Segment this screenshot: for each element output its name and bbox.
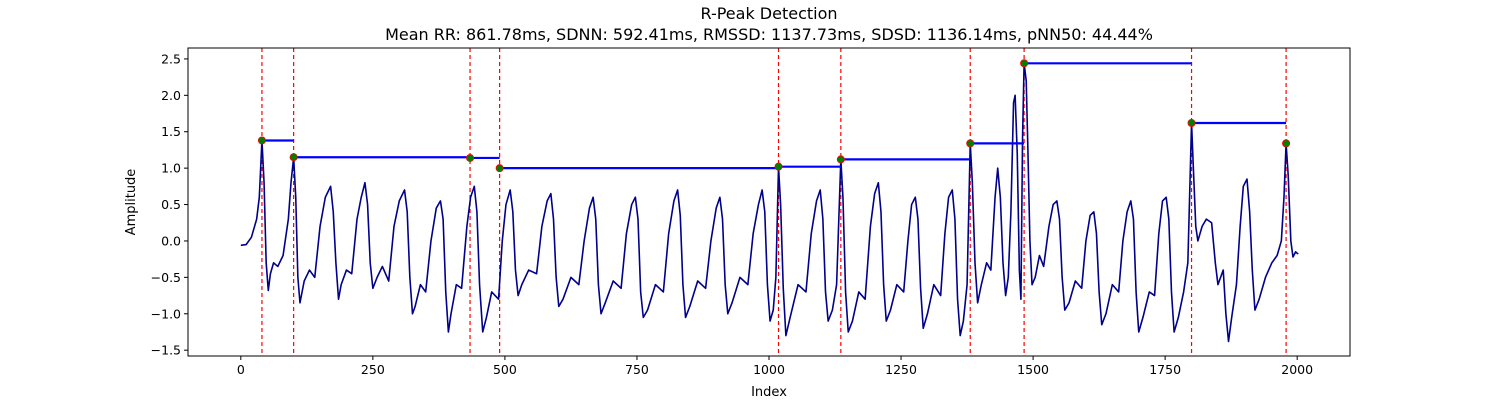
chart-subtitle: Mean RR: 861.78ms, SDNN: 592.41ms, RMSSD… <box>385 25 1153 44</box>
y-tick-label-1: −1.0 <box>151 306 181 321</box>
peak-lines <box>261 48 1287 356</box>
peak-marker-8 <box>1187 118 1196 127</box>
y-tick-label-4: 0.5 <box>161 197 181 212</box>
signal-line-0 <box>240 62 1299 343</box>
peak-marker-1 <box>289 153 298 162</box>
plot-area <box>240 48 1299 356</box>
x-tick-label-2: 500 <box>493 362 517 377</box>
peak-marker-4 <box>774 162 783 171</box>
peak-marker-3 <box>495 164 504 173</box>
y-tick-label-0: −1.5 <box>151 343 181 358</box>
x-tick-label-4: 1000 <box>753 362 785 377</box>
chart-title: R-Peak Detection <box>700 4 837 23</box>
x-tick-label-1: 250 <box>361 362 385 377</box>
peak-marker-9 <box>1282 139 1291 148</box>
y-tick-label-7: 2.0 <box>161 88 181 103</box>
peak-marker-6 <box>966 139 975 148</box>
x-tick-label-6: 1500 <box>1017 362 1049 377</box>
x-tick-label-8: 2000 <box>1281 362 1313 377</box>
x-tick-label-5: 1250 <box>885 362 917 377</box>
x-tick-label-3: 750 <box>625 362 649 377</box>
peak-marker-0 <box>257 136 266 145</box>
signal-group <box>240 62 1299 343</box>
rr-segments <box>261 62 1287 170</box>
y-axis-ticks: −1.5 −1.0 −0.5 0.0 0.5 1.0 1.5 2.0 2.5 <box>151 51 188 358</box>
peak-marker-7 <box>1020 59 1029 68</box>
y-tick-label-8: 2.5 <box>161 51 181 66</box>
y-tick-label-3: 0.0 <box>161 233 181 248</box>
y-tick-label-2: −0.5 <box>151 270 181 285</box>
y-tick-label-6: 1.5 <box>161 124 181 139</box>
peak-marker-5 <box>836 155 845 164</box>
y-tick-label-5: 1.0 <box>161 161 181 176</box>
x-tick-label-7: 1750 <box>1149 362 1181 377</box>
x-axis-label: Index <box>751 385 787 400</box>
x-tick-label-0: 0 <box>237 362 245 377</box>
y-axis-label: Amplitude <box>124 169 139 236</box>
peak-marker-2 <box>466 153 475 162</box>
x-axis-ticks: 0 250 500 750 1000 1250 1500 1750 2000 <box>237 356 1313 377</box>
peak-markers <box>257 59 1291 173</box>
